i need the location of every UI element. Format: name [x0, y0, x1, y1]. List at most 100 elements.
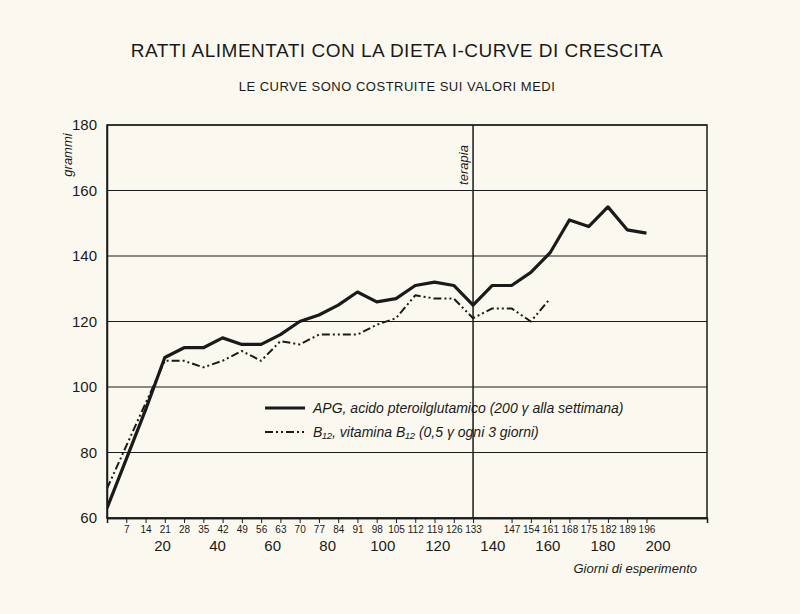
x-tick-label: 120: [425, 537, 450, 554]
y-tick-label: 140: [72, 247, 97, 264]
chart: RATTI ALIMENTATI CON LA DIETA I-CURVE DI…: [0, 0, 800, 614]
x-day-tick-label: 35: [198, 524, 210, 535]
x-day-tick: 112: [408, 518, 424, 535]
x-day-tick-label: 7: [124, 524, 130, 535]
annotation-label: terapia: [456, 145, 471, 185]
x-tick: 40: [209, 518, 226, 554]
x-day-tick: 133: [465, 518, 482, 535]
x-day-tick: 154: [523, 518, 540, 535]
grid-line: [107, 387, 707, 388]
x-day-tick: 63: [275, 518, 287, 535]
x-tick-label: 180: [590, 537, 615, 554]
x-day-tick-label: 112: [408, 524, 424, 535]
x-day-tick-label: 28: [179, 524, 191, 535]
y-axis-title: grammi: [60, 132, 75, 176]
x-day-tick-label: 98: [372, 524, 384, 535]
x-day-tick-label: 91: [352, 524, 364, 535]
grid-line: [107, 190, 707, 191]
x-day-tick-label: 56: [256, 524, 268, 535]
y-tick-label: 100: [72, 378, 97, 395]
x-axis-line: [108, 518, 708, 520]
x-day-tick-label: 133: [465, 524, 482, 535]
x-day-tick: 147: [504, 518, 521, 535]
grid: [107, 125, 707, 518]
x-tick-label: 100: [370, 537, 395, 554]
series-line: [107, 207, 646, 508]
x-day-tick: 21: [160, 518, 172, 535]
x-day-tick-label: 119: [427, 524, 443, 535]
plot-frame: [107, 125, 707, 518]
y-tick-label: 80: [80, 444, 97, 461]
x-day-tick-label: 196: [639, 524, 656, 535]
x-axis-line: [108, 519, 708, 524]
x-day-tick-label: 21: [160, 524, 172, 535]
y-tick-label: 120: [72, 313, 97, 330]
x-day-tick-label: 168: [562, 524, 579, 535]
y-tick-label: 160: [72, 182, 97, 199]
x-day-tick: 14: [140, 518, 152, 535]
x-day-tick-label: 42: [218, 524, 230, 535]
x-axis-days: 7142128354249566370778491981051121191261…: [108, 518, 708, 535]
y-tick: 160: [72, 182, 107, 199]
x-day-tick: 119: [427, 518, 443, 535]
x-day-tick-label: 175: [581, 524, 598, 535]
y-tick: 120: [72, 313, 107, 330]
x-day-tick-label: 147: [504, 524, 521, 535]
grid-line: [107, 321, 707, 322]
x-day-tick: 49: [237, 518, 249, 535]
x-day-tick: 175: [581, 518, 598, 535]
title: RATTI ALIMENTATI CON LA DIETA I-CURVE DI…: [131, 40, 663, 61]
x-tick: 200: [645, 518, 670, 554]
x-day-tick-label: 182: [600, 524, 617, 535]
x-day-tick: 84: [333, 518, 345, 535]
y-tick-label: 60: [80, 509, 97, 526]
x-tick-label: 40: [209, 537, 226, 554]
x-day-tick: 182: [600, 518, 617, 535]
x-tick: 160: [535, 518, 560, 554]
x-day-tick-label: 126: [446, 524, 463, 535]
x-tick: 140: [480, 518, 505, 554]
x-day-tick: 98: [372, 518, 384, 535]
grid-line: [107, 256, 707, 257]
y-axis: 60 80 100 120 140 160 180: [72, 116, 108, 526]
x-day-tick-label: 14: [140, 524, 152, 535]
x-tick: 80: [319, 518, 336, 554]
plot-area: [107, 125, 646, 518]
y-tick: 140: [72, 247, 107, 264]
legend-label: B₁₂, vitamina B₁₂ (0,5 γ ogni 3 giorni): [313, 424, 539, 440]
x-tick: 100: [370, 518, 395, 554]
x-day-tick-label: 70: [295, 524, 307, 535]
x-tick-label: 20: [154, 537, 171, 554]
series-line: [107, 295, 550, 488]
x-day-tick: 91: [352, 518, 364, 535]
x-axis: 20 40 60 80 100 120 140 160 180 200: [108, 518, 708, 554]
x-day-tick-label: 154: [523, 524, 540, 535]
y-tick-label: 180: [72, 116, 97, 133]
x-day-tick: 196: [639, 518, 656, 535]
x-day-tick: 77: [314, 518, 326, 535]
x-axis-title: Giorni di esperimento: [573, 561, 697, 576]
subtitle: LE CURVE SONO COSTRUITE SUI VALORI MEDI: [239, 79, 556, 94]
x-day-tick: 126: [446, 518, 463, 535]
x-day-tick: 105: [388, 518, 405, 535]
x-day-tick: 28: [179, 518, 191, 535]
x-day-tick: 7: [124, 518, 130, 535]
x-tick: 120: [425, 518, 450, 554]
legend-swatch: [265, 431, 305, 433]
y-tick: 180: [72, 116, 107, 133]
x-day-tick-label: 161: [542, 524, 559, 535]
x-day-tick-label: 84: [333, 524, 345, 535]
legend-swatch: [265, 406, 305, 409]
legend: APG, acido pteroilglutamico (200 γ alla …: [265, 400, 623, 440]
x-tick: 180: [590, 518, 615, 554]
grid-line: [107, 452, 707, 453]
x-tick-label: 140: [480, 537, 505, 554]
x-day-tick: 35: [198, 518, 210, 535]
x-day-tick-label: 49: [237, 524, 249, 535]
x-tick-label: 60: [264, 537, 281, 554]
x-day-tick: 189: [619, 518, 636, 535]
x-day-tick-label: 63: [275, 524, 287, 535]
y-axis-line: [107, 126, 109, 519]
y-tick: 60: [80, 509, 107, 526]
x-tick-label: 200: [645, 537, 670, 554]
